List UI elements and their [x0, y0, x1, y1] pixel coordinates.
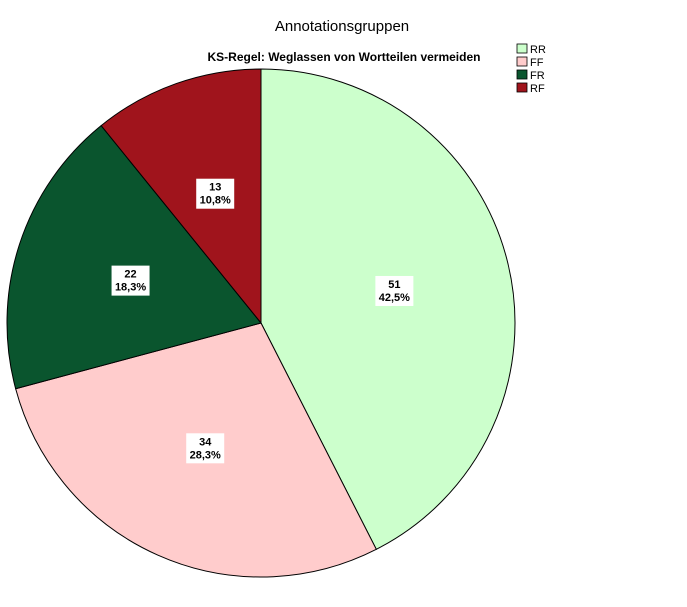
data-label-percent-rf: 10,8% — [200, 195, 231, 207]
pie-slices — [6, 68, 516, 578]
data-label-box-fr — [111, 265, 150, 296]
legend-label-rf: RF — [530, 83, 545, 95]
data-label-percent-ff: 28,3% — [190, 449, 221, 461]
chart-subtitle: KS-Regel: Weglassen von Wortteilen verme… — [208, 50, 481, 64]
legend-label-rr: RR — [530, 44, 546, 56]
data-label-box-rf — [196, 178, 235, 209]
legend-label-fr: FR — [530, 70, 545, 82]
data-label-count-ff: 34 — [199, 436, 212, 448]
legend-swatch-rr — [516, 43, 528, 54]
data-label-count-rf: 13 — [209, 182, 221, 194]
chart-title: Annotationsgruppen — [275, 18, 409, 35]
legend-swatch-ff — [516, 56, 528, 67]
pie-slice-rr — [260, 68, 516, 550]
legend-swatch-fr — [516, 69, 528, 80]
data-label-percent-fr: 18,3% — [115, 282, 146, 294]
pie-slice-rf — [100, 68, 262, 325]
data-label-count-fr: 22 — [124, 269, 136, 281]
legend-swatch-rf — [516, 82, 528, 93]
data-label-percent-rr: 42,5% — [379, 292, 410, 304]
data-label-count-rr: 51 — [388, 279, 400, 291]
data-label-box-rr — [375, 275, 414, 306]
legend-label-ff: FF — [530, 57, 544, 69]
data-label-box-ff — [186, 433, 225, 464]
pie-slice-fr — [6, 124, 262, 390]
